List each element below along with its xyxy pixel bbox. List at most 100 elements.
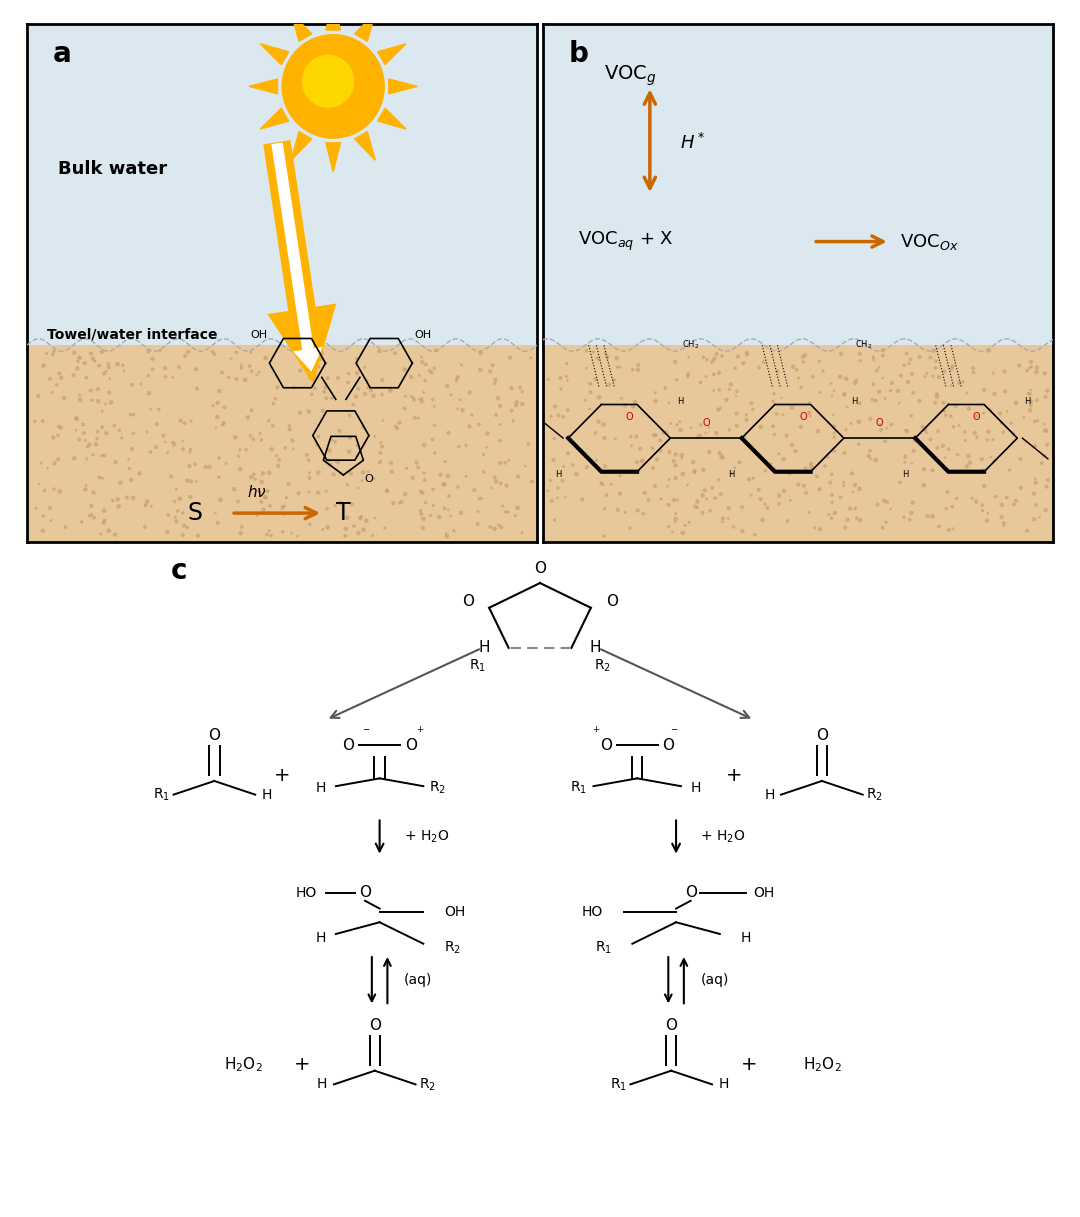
Point	[903, 364, 920, 383]
Point	[769, 361, 786, 381]
Point	[746, 525, 764, 544]
Text: O: O	[685, 886, 697, 901]
Point	[783, 436, 800, 455]
Point	[617, 396, 634, 415]
Point	[440, 424, 457, 443]
Point	[657, 378, 674, 398]
Point	[183, 439, 200, 459]
Point	[797, 459, 814, 478]
Text: H: H	[851, 398, 858, 406]
Point	[1018, 360, 1036, 380]
Point	[436, 452, 454, 471]
Point	[889, 381, 906, 400]
Point	[1037, 387, 1054, 406]
Point	[106, 525, 123, 544]
Point	[227, 427, 244, 447]
Point	[738, 405, 755, 425]
Text: H: H	[690, 781, 701, 795]
Point	[217, 454, 234, 473]
Point	[382, 453, 400, 472]
Point	[960, 447, 977, 466]
Point	[539, 481, 556, 500]
Point	[349, 364, 366, 383]
Point	[710, 470, 727, 489]
Point	[1036, 445, 1053, 465]
Point	[1022, 381, 1039, 400]
Point	[1022, 400, 1039, 420]
Point	[204, 342, 221, 361]
Text: $H^*$: $H^*$	[680, 133, 705, 153]
Point	[945, 518, 962, 538]
Point	[874, 518, 891, 538]
Point	[421, 361, 438, 381]
Point	[370, 342, 388, 361]
Point	[424, 389, 442, 409]
Point	[208, 514, 226, 533]
Text: R$_2$: R$_2$	[444, 940, 461, 955]
Point	[714, 509, 731, 528]
Point	[139, 366, 157, 386]
Point	[985, 364, 1002, 383]
Point	[50, 426, 67, 445]
Point	[770, 486, 787, 505]
Point	[90, 380, 107, 399]
Text: O: O	[665, 1017, 677, 1033]
Point	[167, 479, 185, 499]
Text: H: H	[316, 781, 326, 795]
Point	[475, 462, 492, 482]
Point	[996, 514, 1013, 533]
Point	[174, 431, 191, 450]
Point	[1002, 414, 1020, 433]
Point	[1026, 437, 1043, 456]
Point	[292, 403, 309, 422]
Point	[942, 406, 959, 426]
Point	[923, 506, 941, 526]
Point	[949, 445, 967, 465]
Point	[443, 385, 460, 404]
Point	[820, 448, 837, 467]
Point	[348, 349, 365, 369]
Point	[556, 488, 573, 507]
Text: (aq): (aq)	[700, 974, 729, 987]
Point	[426, 397, 443, 416]
Bar	[27, 346, 538, 542]
Point	[945, 417, 962, 437]
Point	[511, 377, 528, 397]
Point	[253, 492, 270, 511]
Text: VOC$_{Ox}$: VOC$_{Ox}$	[900, 231, 959, 252]
Polygon shape	[326, 1, 340, 30]
Point	[309, 483, 326, 503]
Point	[300, 402, 318, 421]
Point	[248, 365, 266, 385]
Point	[1029, 411, 1047, 431]
Point	[245, 430, 262, 449]
Text: c: c	[171, 557, 187, 585]
Point	[1039, 381, 1056, 400]
Point	[1027, 495, 1044, 515]
Point	[301, 469, 319, 488]
Point	[522, 348, 539, 368]
Point	[35, 411, 52, 431]
Point	[805, 368, 822, 387]
Text: $^-$: $^-$	[361, 725, 372, 739]
Point	[852, 350, 869, 370]
Point	[582, 374, 599, 393]
Point	[77, 479, 94, 499]
Circle shape	[282, 34, 384, 139]
Point	[413, 347, 430, 366]
Point	[667, 444, 685, 464]
Point	[87, 434, 105, 454]
Point	[1039, 470, 1056, 489]
Point	[162, 467, 179, 487]
Point	[523, 472, 540, 492]
Point	[984, 430, 1001, 449]
Point	[708, 344, 726, 364]
Text: O: O	[359, 886, 372, 901]
Point	[660, 393, 677, 413]
Text: VOC$_{aq}$ + X: VOC$_{aq}$ + X	[579, 230, 674, 253]
Point	[491, 453, 509, 472]
Text: H: H	[765, 787, 774, 802]
Point	[787, 442, 805, 461]
Point	[635, 455, 652, 475]
Point	[712, 398, 729, 417]
